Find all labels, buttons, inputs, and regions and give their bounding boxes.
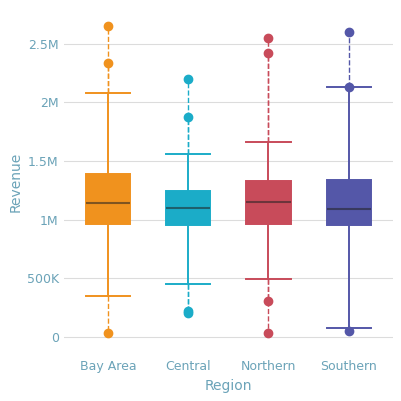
Bar — [326, 180, 371, 225]
X-axis label: Region: Region — [205, 379, 252, 393]
Point — [185, 310, 192, 317]
Point — [345, 28, 352, 35]
Point — [105, 330, 111, 336]
Point — [345, 84, 352, 90]
Point — [345, 328, 352, 334]
Point — [105, 23, 111, 29]
Point — [185, 75, 192, 82]
Point — [105, 60, 111, 67]
Point — [265, 50, 272, 56]
Point — [265, 298, 272, 304]
Bar — [86, 174, 130, 224]
Bar — [166, 191, 211, 225]
Point — [185, 308, 192, 314]
Point — [265, 34, 272, 41]
Y-axis label: Revenue: Revenue — [8, 151, 22, 212]
Bar — [247, 181, 290, 224]
Point — [185, 114, 192, 121]
Point — [265, 330, 272, 336]
